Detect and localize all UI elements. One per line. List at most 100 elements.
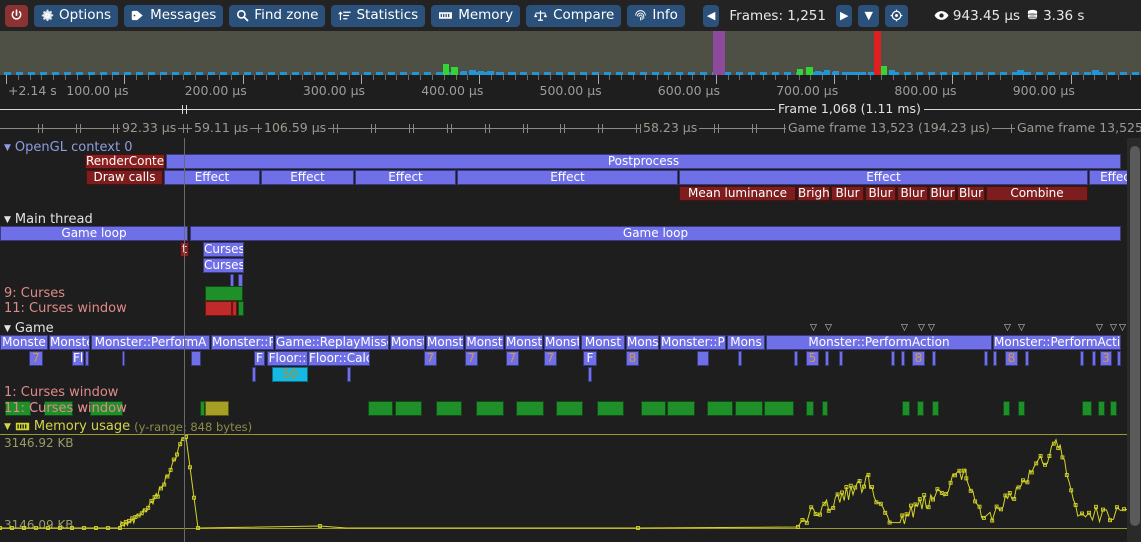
timeline-zone[interactable]: Effect	[355, 170, 456, 185]
timeline-zone[interactable]: Curses	[203, 258, 244, 273]
timeline-zone[interactable]: Game loop	[190, 226, 1121, 241]
timeline-zone[interactable]	[1117, 351, 1121, 366]
timeline-zone[interactable]: Mons	[727, 335, 765, 350]
options-button[interactable]: Options	[34, 4, 119, 27]
timeline-zone[interactable]: 8	[626, 351, 639, 366]
timeline-zone[interactable]	[191, 351, 201, 366]
timeline-zone[interactable]: Monster::PerformActi	[993, 335, 1121, 350]
timeline-zone[interactable]: RenderContext	[85, 154, 165, 169]
timeline-zone[interactable]: Combine	[986, 186, 1088, 201]
timeline-zone[interactable]	[1025, 351, 1029, 366]
lock-block[interactable]	[238, 301, 244, 316]
group-header-main-thread[interactable]: ▼ Main thread	[4, 212, 93, 227]
lock-block[interactable]	[764, 401, 794, 416]
power-button[interactable]	[5, 4, 28, 27]
timeline-zone[interactable]: Blur	[957, 186, 985, 201]
group-header-opengl[interactable]: ▼ OpenGL context 0	[4, 140, 133, 155]
lock-block[interactable]	[205, 401, 229, 416]
timeline-zone[interactable]	[993, 351, 997, 366]
frames-next-button[interactable]: ▶	[835, 4, 853, 27]
timeline-zone[interactable]: 8	[912, 351, 925, 366]
timeline-zone[interactable]: 8	[1005, 351, 1018, 366]
vertical-scrollbar[interactable]	[1127, 138, 1141, 542]
timeline-zone[interactable]: 7	[424, 351, 437, 366]
timeline-zone[interactable]: Monster::Pe	[211, 335, 274, 350]
timeline-zone[interactable]	[347, 367, 351, 382]
timeline-zone[interactable]: Blur	[897, 186, 928, 201]
lock-block[interactable]	[1098, 401, 1105, 416]
lock-block[interactable]	[205, 301, 232, 316]
lock-block[interactable]	[556, 401, 583, 416]
timeline-zone[interactable]: Floor::Calc	[308, 351, 370, 366]
timeline-zone[interactable]: Effect	[261, 170, 354, 185]
lock-block[interactable]	[597, 401, 624, 416]
lock-block[interactable]	[667, 401, 695, 416]
timeline-zone[interactable]: Blur	[929, 186, 956, 201]
frames-overview-strip[interactable]	[0, 31, 1141, 75]
timeline-zone[interactable]: Curses	[203, 242, 244, 257]
timeline-canvas[interactable]: ▼ OpenGL context 0 RenderContextPostproc…	[0, 138, 1141, 542]
lock-block[interactable]	[917, 401, 924, 416]
timeline-zone[interactable]: 7	[506, 351, 519, 366]
timeline-zone[interactable]: Monst	[465, 335, 504, 350]
timeline-zone[interactable]	[697, 351, 709, 366]
lock-block[interactable]	[516, 401, 544, 416]
timeline-zone[interactable]	[1080, 351, 1084, 366]
timeline-zone[interactable]: Monster::PerformAction	[766, 335, 992, 350]
timeline-zone[interactable]: F	[583, 351, 597, 366]
find-zone-button[interactable]: Find zone	[229, 4, 326, 27]
timeline-zone[interactable]	[891, 351, 895, 366]
timeline-zone[interactable]: Monster::Pe	[660, 335, 726, 350]
lock-block[interactable]	[90, 401, 123, 416]
lock-block[interactable]	[735, 401, 763, 416]
timeline-zone[interactable]	[794, 351, 798, 366]
lock-block[interactable]	[932, 401, 939, 416]
timeline-zone[interactable]: Monste	[0, 335, 48, 350]
lock-block[interactable]	[902, 401, 910, 416]
timeline-zone[interactable]: 7	[544, 351, 557, 366]
lock-block[interactable]	[822, 401, 828, 416]
timeline-zone[interactable]: 7	[465, 351, 478, 366]
group-header-game[interactable]: ▼ Game	[4, 321, 54, 336]
lock-block[interactable]	[200, 401, 205, 416]
info-button[interactable]: Info	[627, 4, 685, 27]
timeline-zone[interactable]	[839, 351, 843, 366]
lock-block[interactable]	[1018, 401, 1025, 416]
timeline-zone[interactable]: F	[254, 351, 265, 366]
lock-block[interactable]	[5, 401, 31, 416]
timeline-zone[interactable]: Floor::	[267, 351, 308, 366]
lock-block[interactable]	[395, 401, 422, 416]
timeline-zone[interactable]	[825, 351, 829, 366]
timeline-zone[interactable]: Monste	[544, 335, 580, 350]
timeline-zone[interactable]: Game loop	[0, 226, 188, 241]
lock-block[interactable]	[707, 401, 733, 416]
timeline-zone[interactable]	[85, 351, 89, 366]
lock-block[interactable]	[436, 401, 462, 416]
timeline-zone[interactable]: Fl	[72, 351, 84, 366]
timeline-zone[interactable]: Game::ReplayMissed	[275, 335, 389, 350]
timeline-zone[interactable]: 3	[1100, 351, 1112, 366]
timeline-zone[interactable]	[932, 351, 936, 366]
timeline-zone[interactable]	[901, 351, 905, 366]
timeline-zone[interactable]: 7	[29, 351, 43, 366]
timeline-zone[interactable]: Effect	[679, 170, 1088, 185]
timeline-zone[interactable]: 50	[272, 367, 308, 382]
timeline-zone[interactable]	[252, 367, 256, 382]
timeline-zone[interactable]	[122, 351, 125, 366]
frames-dropdown-button[interactable]: ▼	[858, 4, 879, 27]
lock-block[interactable]	[368, 401, 393, 416]
group-header-memory[interactable]: ▼ Memory usage (y-range: 848 bytes)	[4, 419, 252, 434]
timeline-zone[interactable]	[738, 351, 742, 366]
memory-button[interactable]: Memory	[431, 4, 521, 27]
timeline-zone[interactable]: Brigh	[797, 186, 830, 201]
timeline-zone[interactable]: Postprocess	[166, 154, 1121, 169]
timeline-zone[interactable]: Monst	[581, 335, 625, 350]
lock-block[interactable]	[1110, 401, 1117, 416]
compare-button[interactable]: Compare	[526, 4, 622, 27]
timeline-zone[interactable]: Effect	[457, 170, 678, 185]
timeline-zone[interactable]: Monst	[505, 335, 543, 350]
timeline-zone[interactable]	[588, 367, 592, 382]
timeline-zone[interactable]: 5	[806, 351, 819, 366]
statistics-button[interactable]: Statistics	[331, 4, 426, 27]
timeline-zone[interactable]: Blur	[865, 186, 896, 201]
